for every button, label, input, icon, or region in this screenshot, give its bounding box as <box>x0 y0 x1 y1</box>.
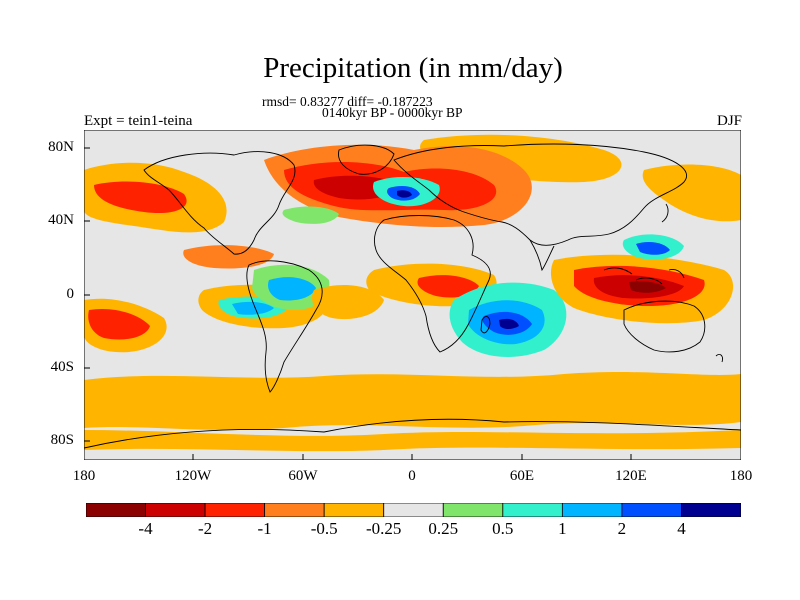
colorbar-swatch <box>383 503 444 517</box>
lat-label-0: 0 <box>66 286 75 302</box>
anomaly-brazil <box>312 285 384 320</box>
colorbar-swatch <box>264 503 325 517</box>
coast-madagascar <box>480 316 491 334</box>
coast-africa <box>373 215 491 353</box>
anomaly-west-pacific-core <box>636 242 670 255</box>
colorbar-swatch <box>86 503 146 517</box>
lat-label-80n: 80N <box>48 139 74 155</box>
colorbar-label: -0.25 <box>365 519 402 538</box>
colorbar-label: -0.5 <box>310 519 338 538</box>
coast-antarctica <box>84 418 741 449</box>
anomaly-central-pacific-core <box>232 301 274 315</box>
lon-label-120w: 120W <box>174 468 212 484</box>
anomaly-east-pacific <box>183 245 274 269</box>
colorbar <box>86 503 741 517</box>
coast-north-america <box>143 151 296 255</box>
period-line: 0140kyr BP - 0000kyr BP <box>322 105 463 120</box>
anomaly-atlantic-green <box>282 206 339 224</box>
anomaly-south-america-blue <box>268 277 316 301</box>
colorbar-swatch <box>145 503 206 517</box>
anomaly-south-pacific-red <box>88 308 150 340</box>
coastlines <box>84 143 741 449</box>
colorbar-label: 1 <box>558 519 567 538</box>
colorbar-label: -1 <box>257 519 272 538</box>
colorbar-swatch <box>561 503 623 517</box>
coast-greenland <box>338 144 395 175</box>
anomaly-africa-red <box>417 275 479 298</box>
colorbar-label: 0.5 <box>492 519 514 538</box>
colorbar-swatch <box>323 503 385 517</box>
plot-title: Precipitation (in mm/day) <box>263 52 563 84</box>
coast-japan <box>661 203 669 223</box>
coast-new-zealand <box>715 353 723 363</box>
anomaly-madagascar-peak <box>499 318 519 329</box>
anomaly-southern-belt <box>84 372 741 430</box>
coast-south-america <box>246 260 323 393</box>
lon-label-60e: 60E <box>509 468 535 484</box>
colorbar-swatch <box>502 503 563 517</box>
anomaly-north-pacific-red <box>94 181 187 214</box>
anomaly-southern-belt-2 <box>84 430 741 452</box>
coast-india <box>529 239 555 272</box>
colorbar-label: -4 <box>138 519 153 538</box>
precip-field <box>84 134 741 452</box>
lon-label-60w: 60W <box>288 468 318 484</box>
colorbar-swatch <box>681 503 741 517</box>
coast-maritime-islands <box>603 267 685 285</box>
lon-label-0: 0 <box>408 468 416 484</box>
lon-label-180w: 180 <box>72 468 96 484</box>
experiment-label: Expt = tein1-teina <box>84 113 193 129</box>
season-label: DJF <box>716 113 742 129</box>
colorbar-label: -2 <box>198 519 213 538</box>
anomaly-maritime-peak <box>629 281 666 293</box>
lat-label-40n: 40N <box>48 212 74 228</box>
precip-map <box>84 130 741 460</box>
colorbar-swatch <box>621 503 682 517</box>
lat-label-80s: 80S <box>50 432 74 448</box>
lon-label-180e: 180 <box>729 468 753 484</box>
colorbar-swatch <box>204 503 266 517</box>
colorbar-label: 4 <box>677 519 686 538</box>
colorbar-swatch <box>442 503 504 517</box>
lat-label-40s: 40S <box>50 359 74 375</box>
map-ticks <box>84 147 632 460</box>
anomaly-greenland-peak <box>397 190 412 198</box>
stats-line: rmsd= 0.83277 diff= -0.187223 <box>262 94 433 109</box>
coast-australia <box>623 300 706 353</box>
anomaly-west-pacific <box>642 164 741 222</box>
lon-label-120e: 120E <box>615 468 647 484</box>
coast-eurasia <box>393 143 687 246</box>
colorbar-label: 2 <box>617 519 627 538</box>
colorbar-label: 0.25 <box>428 519 459 538</box>
